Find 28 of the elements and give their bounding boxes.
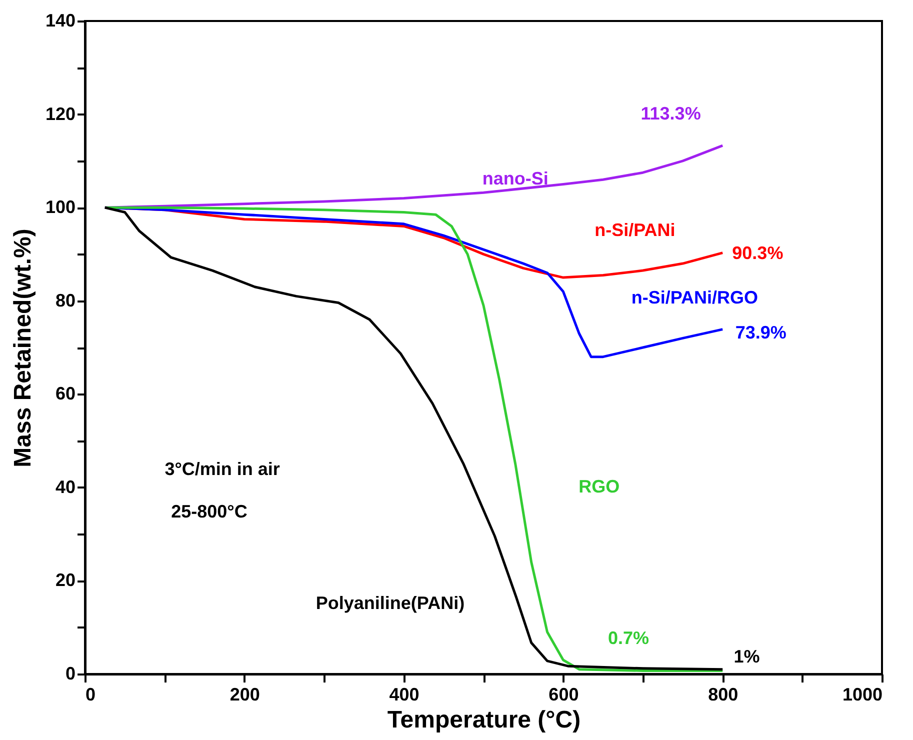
y-tick-label: 120 <box>45 104 76 124</box>
series-label: nano-Si <box>482 168 548 189</box>
y-tick-label: 60 <box>55 384 76 404</box>
x-tick-label: 600 <box>548 684 579 704</box>
y-tick-label: 80 <box>55 290 76 310</box>
x-tick-label: 800 <box>708 684 738 704</box>
annotation: 3°C/min in air <box>164 459 280 480</box>
text: n-Si/PANi/RGO <box>631 288 758 308</box>
y-axis-title: Mass Retained(wt.%) <box>9 228 36 468</box>
series-label: n-Si/PANi <box>594 220 676 240</box>
x-tick-label: 200 <box>230 684 260 704</box>
y-tick-label: 0 <box>65 664 76 684</box>
text: RGO <box>578 476 620 496</box>
x-tick-label: 1000 <box>842 684 882 704</box>
annotation: 90.3% <box>732 243 784 264</box>
x-tick-label: 0 <box>86 684 96 704</box>
y-tick-label: 140 <box>45 10 76 30</box>
y-tick-label: 100 <box>45 197 76 218</box>
text: Polyaniline(PANi) <box>316 593 465 614</box>
annotation: 73.9% <box>735 322 786 343</box>
x-axis-title: Temperature (°C) <box>387 706 581 734</box>
x-tick-label: 400 <box>389 684 420 704</box>
annotation: 113.3% <box>640 103 701 124</box>
annotation: 25-800°C <box>171 502 248 522</box>
annotation: 1% <box>734 646 760 667</box>
y-tick-label: 40 <box>55 476 76 497</box>
y-tick-label: 20 <box>55 570 76 590</box>
annotation: 0.7% <box>608 628 650 648</box>
